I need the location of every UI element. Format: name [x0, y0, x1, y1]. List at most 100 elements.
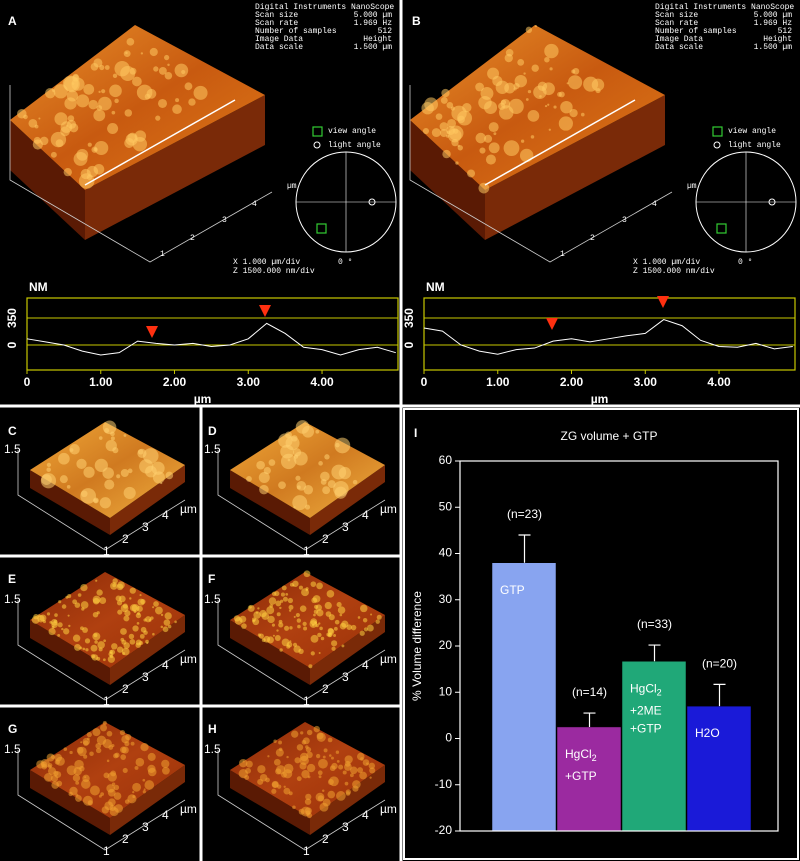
surface-bump: [256, 460, 265, 470]
surface-bump: [248, 605, 252, 609]
bar-label: HgCl2 +GTP: [565, 747, 597, 783]
angle-label: 0 °: [338, 258, 352, 267]
surface-bump: [84, 638, 91, 644]
surface-bump: [305, 793, 312, 801]
surface-bump: [547, 103, 550, 106]
surface-bump: [136, 605, 143, 612]
info-value: 512: [778, 27, 793, 36]
surface-bump: [153, 66, 159, 72]
cursor-marker: [259, 305, 271, 317]
view-angle: view angle: [728, 127, 776, 136]
surface-bump: [295, 612, 300, 618]
surface-bump: [123, 434, 127, 437]
surface-bump: [333, 626, 338, 631]
bar: [621, 661, 687, 832]
surface-bump: [104, 479, 115, 490]
surface-bump: [92, 728, 101, 737]
surface-bump: [246, 476, 252, 482]
surface-bump: [278, 622, 284, 628]
panel-label: C: [8, 424, 17, 438]
y-tick-label: 10: [439, 684, 453, 698]
info-label: Data scale: [655, 43, 703, 52]
z-label: 1.5: [204, 592, 221, 606]
surface-bump: [162, 766, 170, 775]
surface-bump: [583, 76, 599, 92]
surface-bump: [57, 633, 61, 637]
surface-bump: [98, 436, 103, 440]
axis-tick-label: 3: [222, 216, 227, 225]
surface-bump: [257, 778, 264, 785]
x-axis-label: µm: [194, 392, 212, 406]
surface-bump: [274, 634, 281, 641]
surface-bump: [92, 497, 99, 504]
axis-tick-label: 3: [342, 670, 349, 684]
axis-tick-label: 1: [103, 844, 110, 858]
cursor-marker: [657, 296, 669, 308]
axis-tick-label: 2: [122, 532, 129, 546]
panel-label: F: [208, 572, 215, 586]
surface-bump: [352, 479, 358, 485]
surface-bump: [484, 134, 493, 143]
axis-unit: µm: [380, 652, 397, 666]
x-tick-label: 3.00: [634, 375, 658, 389]
surface-bump: [296, 485, 301, 490]
surface-bump: [241, 623, 247, 629]
surface-bump: [558, 116, 574, 131]
surface-bump: [527, 89, 532, 94]
surface-bump: [266, 606, 275, 615]
surface-bump: [112, 583, 117, 588]
surface-bump: [160, 613, 164, 617]
surface-bump: [271, 591, 277, 596]
surface-bump: [329, 754, 332, 757]
surface-bump: [375, 619, 380, 624]
surface-bump: [478, 182, 490, 194]
surface-bump: [267, 755, 270, 758]
surface-bump: [157, 98, 168, 108]
surface-bump: [319, 626, 323, 631]
surface-bump: [292, 580, 299, 587]
surface-bump: [520, 139, 525, 143]
surface-bump: [334, 619, 340, 625]
surface-wall: [410, 120, 485, 240]
surface-bump: [275, 600, 282, 607]
surface-bump: [287, 597, 294, 604]
surface-bump: [152, 632, 155, 636]
surface-bump: [318, 758, 328, 769]
light-icon: [368, 198, 376, 206]
z-scale: Z 1500.000 nm/div: [233, 267, 315, 276]
z-label: 1.5: [4, 442, 21, 456]
info-value: 5.000 µm: [354, 11, 393, 20]
surface-bump: [278, 740, 282, 745]
surface-bump: [268, 597, 277, 605]
surface-bump: [299, 605, 307, 612]
y-tick-label: 350: [402, 308, 416, 328]
surface-bump: [76, 458, 87, 470]
surface-bump: [112, 73, 118, 79]
y-axis-label: NM: [426, 280, 445, 294]
surface-wall: [110, 615, 185, 685]
surface-bump: [57, 622, 63, 628]
surface-bump: [288, 609, 292, 612]
surface-bump: [153, 601, 159, 607]
surface-bump: [533, 85, 547, 99]
error-bar: [648, 644, 661, 662]
axis-tick-label: 2: [122, 832, 129, 846]
x-axis-label: µm: [591, 392, 609, 406]
surface-bump: [54, 753, 63, 762]
surface-bump: [271, 788, 277, 794]
surface-bump: [238, 758, 248, 768]
surface-bump: [83, 83, 95, 95]
surface-bump: [143, 788, 146, 791]
surface-bump: [483, 100, 498, 115]
surface-bump: [95, 747, 102, 754]
surface-bump: [293, 506, 296, 509]
surface-bump: [298, 648, 304, 654]
surface-bump: [172, 104, 182, 115]
surface-bump: [67, 614, 70, 617]
surface-bump: [50, 151, 57, 158]
surface-bump: [316, 732, 326, 742]
surface-bump: [316, 609, 324, 617]
surface-bump: [80, 626, 84, 631]
surface-bump: [136, 84, 153, 101]
